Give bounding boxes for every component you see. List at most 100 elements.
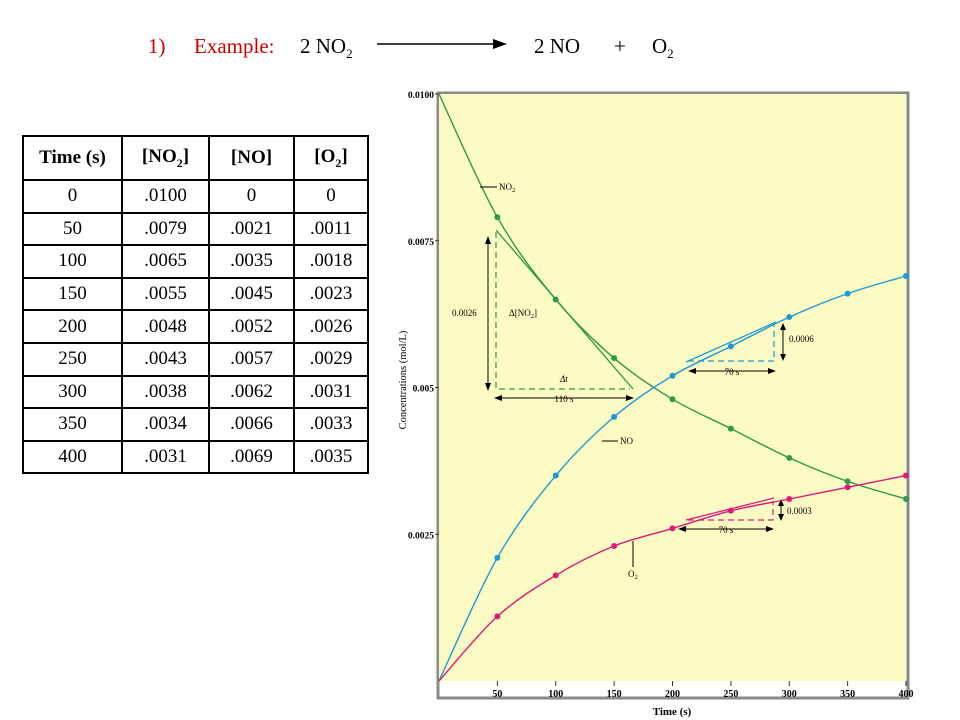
concentration-table: Time (s) [NO2] [NO] [O2] 0.0100 0 0 50.0079…	[22, 135, 369, 475]
table-cell: .0066	[208, 407, 295, 442]
data-point-o2	[494, 613, 501, 620]
y-tick-label: 0.0075	[408, 238, 434, 248]
table-row: 200.0048.0052.0026	[22, 309, 369, 344]
reaction-heading: 1) Example: 2 NO2 2 NO + O2	[148, 26, 948, 66]
no-dashed-triangle	[688, 325, 775, 362]
data-point-no2	[727, 425, 734, 432]
table-cell: .0026	[293, 309, 369, 344]
data-point-no	[727, 343, 734, 350]
annotations: 0.0026 Δ[NO2] Δt 110 s 0.0006 70 s 0.0003 70 s	[452, 229, 814, 535]
table-cell: .0065	[121, 244, 210, 279]
table-cell: .0033	[293, 407, 369, 442]
table-cell: .0029	[293, 341, 369, 377]
table-body: 0.0100 0 0 50.0079.0021.0011 100.0065.0035.0…	[22, 179, 369, 475]
arrow-head-icon	[626, 395, 634, 401]
reactant-formula: 2 NO	[300, 34, 347, 58]
table-cell: 250	[22, 341, 123, 377]
x-tick-label: 200	[665, 689, 680, 700]
product-o2: O2	[652, 34, 674, 62]
x-tick-label: 350	[840, 689, 855, 700]
table-cell: .0023	[293, 276, 369, 312]
x-tick-label: 50	[492, 689, 502, 700]
table-cell: .0038	[121, 374, 210, 410]
plot-background	[439, 94, 906, 681]
no2-delta-label: Δ[NO2]	[509, 308, 537, 320]
data-point-o2	[669, 525, 676, 532]
series-line-no	[438, 275, 907, 682]
table-row: 0.0100 0 0	[22, 179, 369, 214]
table-cell: .0031	[293, 374, 369, 410]
x-tick-label: 300	[782, 689, 797, 700]
table-row: 350.0034.0066.0033	[22, 407, 369, 442]
y-tick-label: 0.0025	[408, 531, 434, 541]
no-time-label: 70 s	[725, 367, 740, 377]
table-cell: .0048	[121, 309, 210, 344]
table-row: 50.0079.0021.0011	[22, 211, 369, 247]
data-point-no2	[552, 296, 559, 303]
arrow-head-icon	[485, 383, 491, 391]
data-point-no2	[611, 355, 618, 362]
table-cell: 0	[22, 179, 123, 214]
reactant: 2 NO2	[300, 34, 353, 62]
example-label: Example:	[194, 34, 275, 58]
data-point-no2	[494, 214, 501, 221]
data-point-o2	[844, 484, 851, 491]
data-point-no	[552, 472, 559, 479]
table-cell: .0035	[208, 244, 295, 279]
arrow-head-icon	[768, 368, 776, 374]
data-point-o2	[786, 496, 793, 503]
arrow-head-icon	[688, 368, 696, 374]
delta-t-label: Δt	[559, 374, 568, 384]
data-point-no	[786, 314, 793, 321]
table-cell: .0021	[208, 211, 295, 247]
table-cell: 350	[22, 407, 123, 442]
table-cell: .0100	[121, 179, 210, 214]
y-tick-label: 0.005	[413, 385, 435, 395]
x-axis-label: Time (s)	[653, 706, 692, 718]
time-110-label: 110 s	[555, 394, 574, 404]
table-row: 400.0031.0069.0035	[22, 439, 369, 475]
data-point-no	[494, 554, 501, 561]
concentration-chart: 50 100 150 200 250 300 350 400 0.0025 0.005 0.0075…	[398, 91, 914, 718]
series-label-no: NO	[620, 436, 633, 446]
no2-dashed-triangle	[495, 232, 630, 390]
data-point-no	[903, 272, 909, 279]
data-point-no	[669, 372, 676, 379]
arrow-head-icon	[766, 526, 774, 532]
table-row: 150.0055.0045.0023	[22, 276, 369, 312]
table-cell: .0043	[121, 341, 210, 377]
table-cell: 0	[293, 179, 369, 214]
table-cell: 50	[22, 211, 123, 247]
table-cell: .0069	[208, 439, 295, 475]
product-o2-subscript: 2	[667, 46, 674, 62]
data-point-o2	[611, 542, 618, 549]
no-tangent-line	[685, 321, 777, 363]
table-cell: 300	[22, 374, 123, 410]
table-cell: .0062	[208, 374, 295, 410]
table-cell: .0055	[121, 276, 210, 312]
example-number: 1)	[148, 34, 166, 58]
y-axis-label: Concentrations (mol/L)	[398, 330, 409, 429]
o2-delta-value: 0.0003	[787, 506, 812, 516]
data-point-no2	[669, 396, 676, 403]
x-tick-label: 150	[607, 689, 622, 700]
table-cell: .0018	[293, 244, 369, 279]
header-no: [NO]	[208, 135, 295, 181]
data-point-no	[844, 290, 851, 297]
header-time: Time (s)	[22, 135, 123, 181]
table-row: 100.0065.0035.0018	[22, 244, 369, 279]
x-tick-label: 400	[899, 689, 914, 700]
reaction-arrow-icon	[377, 39, 507, 49]
data-point-no	[611, 413, 618, 420]
table-cell: .0035	[293, 439, 369, 475]
o2-dashed-triangle	[688, 501, 774, 521]
series-label-o2: O2	[628, 569, 638, 581]
reactant-subscript: 2	[346, 46, 353, 62]
data-point-no2	[844, 478, 851, 485]
no-delta-value: 0.0006	[789, 334, 814, 344]
arrow-head-icon	[678, 526, 686, 532]
header-o2: [O2]	[293, 135, 369, 181]
product-o2-formula: O	[652, 34, 668, 58]
table-row: 300.0038.0062.0031	[22, 374, 369, 410]
arrow-head-icon	[485, 236, 491, 244]
